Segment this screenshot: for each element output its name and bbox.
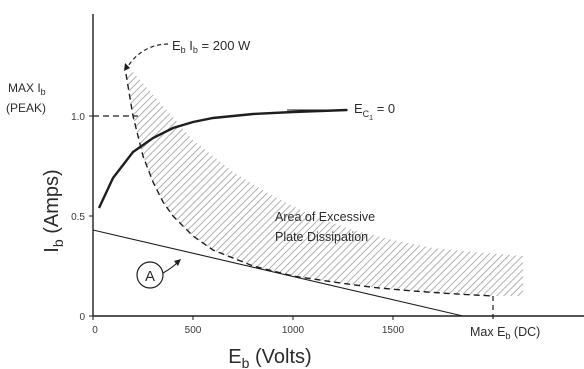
load-line-a-leader (162, 261, 179, 274)
power-label-arrow (124, 63, 130, 71)
ec1-zero-curve (97, 108, 348, 209)
y-axis-label: Ib (Amps) (41, 169, 66, 252)
y-tick-label: 0 (79, 312, 85, 323)
y-tick-label: 0.5 (71, 212, 85, 223)
x-tick-label: 1000 (282, 325, 305, 336)
max-ib-label: MAX Ib (8, 81, 46, 97)
x-ticks: 0 500 1000 1500 (92, 316, 405, 336)
ec1-label: EC1 = 0 (354, 101, 395, 122)
x-tick-label: 500 (185, 325, 202, 336)
load-line-a-label: A (145, 268, 155, 285)
max-eb-label: Max Eb (DC) (470, 325, 540, 341)
x-tick-label: 0 (92, 325, 98, 336)
power-curve-label: Eb Ib = 200 W (172, 38, 251, 55)
load-line-a-arrow (174, 259, 181, 266)
load-line-a-marker (136, 261, 164, 289)
power-limit-curve (125, 73, 494, 297)
region-label-line1: Area of Excessive (275, 210, 375, 224)
x-axis-label: Eb (Volts) (228, 346, 311, 369)
max-ib-peak-label: (PEAK) (6, 101, 46, 115)
y-ticks: 0 0.5 1.0 (71, 112, 93, 323)
load-line-a (92, 229, 464, 317)
region-label-line2: Plate Dissipation (275, 230, 368, 244)
y-tick-label: 1.0 (71, 112, 85, 123)
x-tick-label: 1500 (382, 325, 405, 336)
power-label-leader (126, 43, 169, 69)
excessive-dissipation-region (126, 72, 523, 296)
